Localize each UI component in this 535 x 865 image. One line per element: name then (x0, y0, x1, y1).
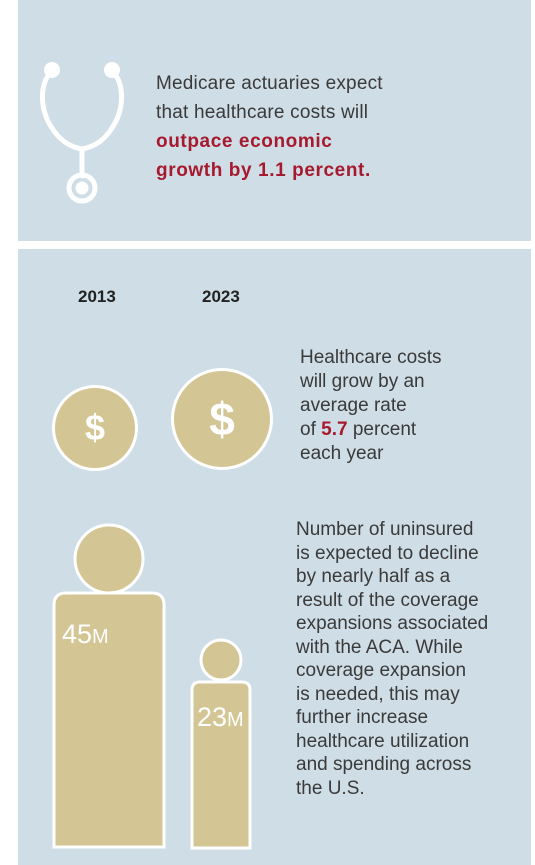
year-2013-label: 2013 (78, 287, 116, 306)
statement-line-1: Medicare actuaries expect (156, 73, 383, 94)
growth-line-2: will grow by an (300, 371, 425, 392)
uninsured-line: further increase (296, 707, 429, 728)
uninsured-2023-number: 23 (197, 702, 228, 732)
dollar-coin-2023-icon: $ (171, 368, 273, 470)
uninsured-2023-figure: 23M (197, 702, 244, 733)
uninsured-line: Number of uninsured (296, 519, 474, 540)
statement-highlight-1: outpace economic (156, 131, 333, 152)
growth-rate: 5.7 (321, 419, 348, 440)
stethoscope-icon (39, 62, 125, 204)
person-2023-icon (190, 638, 252, 850)
growth-line-4: of 5.7 percent (300, 418, 500, 442)
uninsured-2013-figure: 45M (62, 619, 109, 650)
uninsured-line: with the ACA. While (296, 636, 463, 658)
uninsured-line: result of the coverage (296, 589, 479, 611)
uninsured-line: is needed, this may (296, 683, 460, 705)
uninsured-line: and spending across (296, 754, 472, 775)
growth-line-4-suffix: percent (347, 419, 417, 440)
uninsured-line: coverage expansion (296, 660, 467, 681)
growth-line-1: Healthcare costs (300, 347, 442, 368)
uninsured-line: expansions associated (296, 613, 489, 634)
uninsured-line: the U.S. (296, 777, 365, 799)
top-panel (18, 0, 531, 241)
growth-line-5: each year (300, 443, 384, 464)
year-2023-label: 2023 (202, 287, 240, 306)
uninsured-2013-unit: M (92, 626, 109, 648)
uninsured-line: by nearly half as a (296, 566, 451, 587)
person-2013-icon (52, 523, 166, 849)
uninsured-line: healthcare utilization (296, 730, 470, 752)
uninsured-2013-number: 45 (62, 619, 93, 649)
uninsured-2023-unit: M (227, 709, 244, 731)
growth-line-3: average rate (300, 395, 407, 416)
uninsured-line: is expected to decline (296, 542, 479, 564)
dollar-symbol: $ (209, 393, 235, 445)
medicare-statement: Medicare actuaries expect that healthcar… (156, 69, 496, 185)
growth-statement: Healthcare costs will grow by an average… (300, 346, 500, 466)
dollar-symbol: $ (84, 407, 106, 448)
growth-line-4-prefix: of (300, 419, 322, 440)
dollar-coin-2013-icon: $ (52, 385, 138, 471)
statement-highlight-2: growth by 1.1 percent. (156, 160, 371, 181)
statement-line-2: that healthcare costs will (156, 102, 369, 123)
uninsured-statement: Number of uninsured is expected to decli… (296, 518, 516, 800)
